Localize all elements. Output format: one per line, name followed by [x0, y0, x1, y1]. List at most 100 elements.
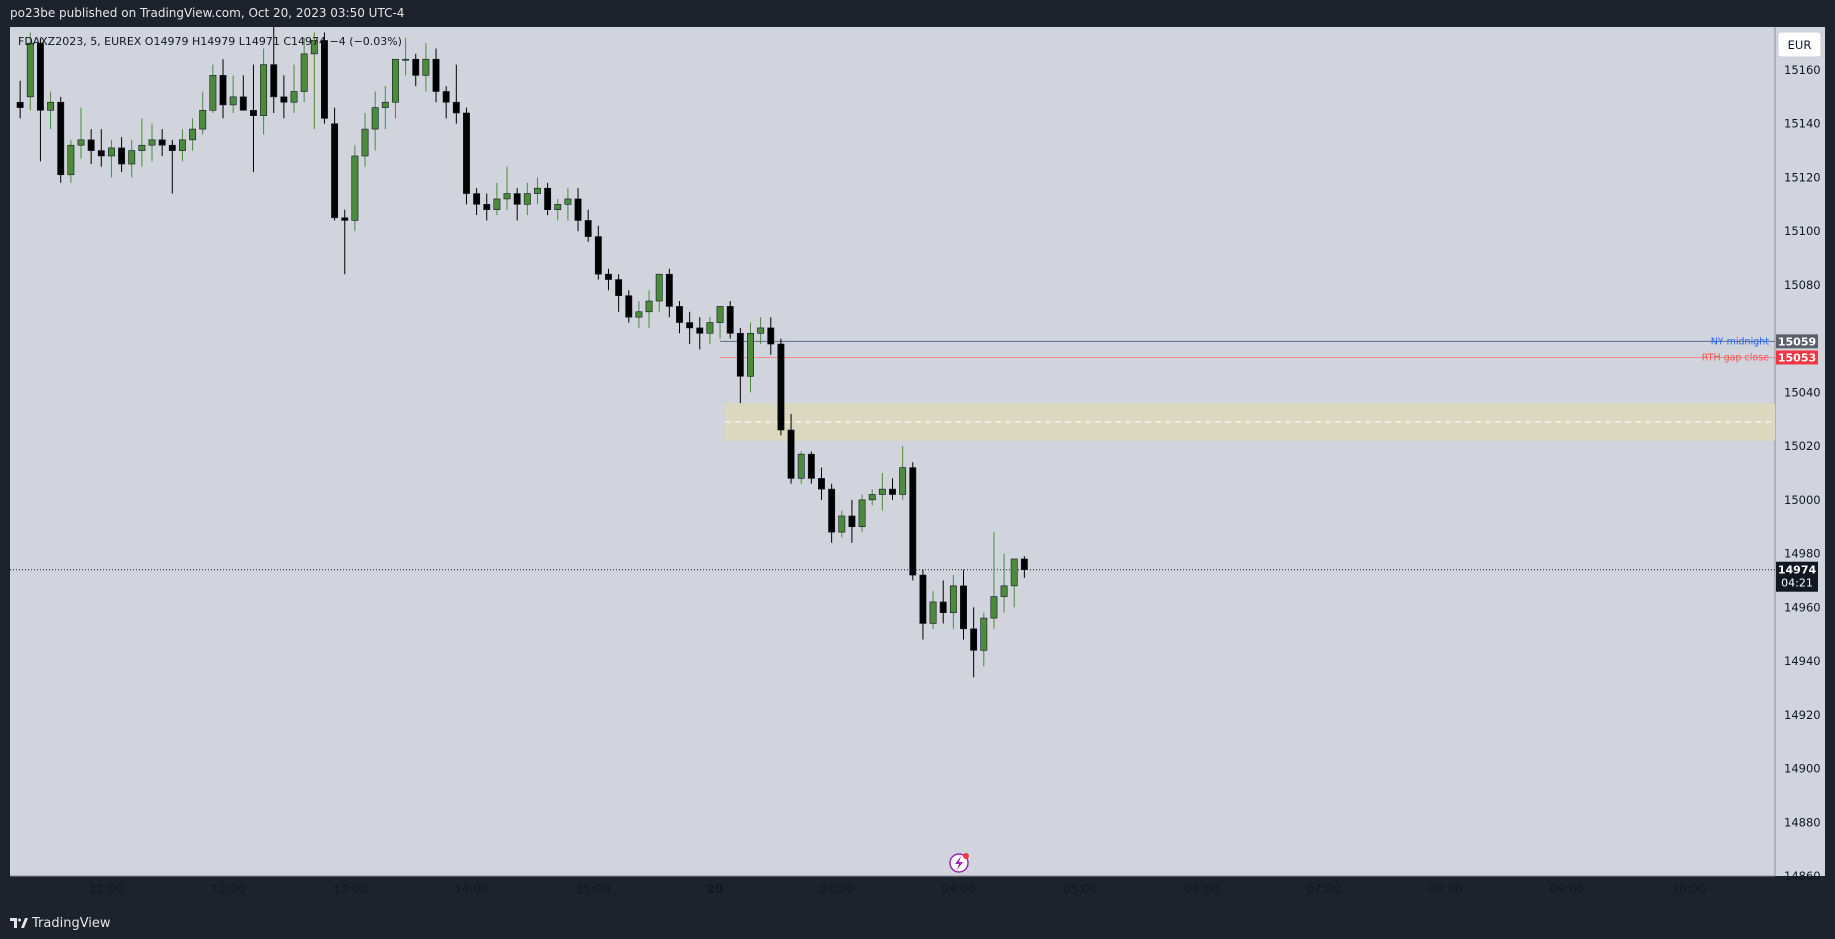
candle-51: [534, 177, 541, 205]
candle-44: [463, 107, 470, 205]
candle-68: [706, 317, 714, 345]
candle-body: [858, 499, 866, 528]
candle-body: [209, 75, 217, 111]
candle-body: [544, 187, 552, 210]
candle-16: [178, 129, 186, 162]
candle-body: [574, 198, 582, 221]
candle-body: [57, 101, 65, 176]
candle-body: [87, 139, 95, 151]
candle-74: [767, 317, 775, 355]
candle-10: [118, 137, 126, 173]
candle-body: [97, 150, 105, 157]
level-tag-1: [1776, 350, 1818, 365]
candle-body: [381, 101, 389, 108]
price-tick-2: 15120: [1784, 170, 1821, 184]
candle-body: [341, 217, 349, 221]
candle-46: [483, 193, 491, 221]
candle-1: [26, 32, 34, 111]
candle-body: [828, 488, 836, 533]
candle-95: [980, 612, 988, 667]
candle-body: [645, 300, 653, 313]
candle-body: [483, 204, 491, 210]
brand-name: TradingView: [32, 915, 111, 931]
candle-body: [158, 139, 166, 146]
candle-body: [605, 273, 612, 280]
candle-83: [858, 494, 866, 533]
candle-15: [168, 139, 176, 194]
price-tick-10: 14940: [1784, 654, 1821, 668]
candle-body: [787, 429, 795, 479]
price-tick-8: 14980: [1784, 547, 1821, 561]
candle-39: [412, 53, 420, 87]
candle-36: [381, 86, 389, 130]
candle-body: [361, 128, 369, 157]
candle-body: [442, 91, 450, 103]
candle-80: [828, 483, 836, 543]
price-tick-5: 15040: [1784, 385, 1821, 399]
time-tick-12: 09:00: [1550, 882, 1585, 896]
brand[interactable]: TradingView: [10, 916, 111, 931]
candle-body: [77, 139, 85, 146]
candle-body: [726, 306, 734, 334]
time-tick-9: 06:00: [1185, 882, 1220, 896]
candle-40: [422, 43, 430, 92]
candle-body: [949, 585, 957, 614]
price-tick-4: 15080: [1784, 278, 1821, 292]
candle-28: [300, 37, 308, 103]
candle-70: [726, 301, 734, 339]
candle-92: [949, 575, 957, 629]
currency-button[interactable]: EUR: [1777, 31, 1822, 58]
candle-body: [676, 306, 683, 323]
candle-41: [432, 48, 440, 103]
candle-body: [818, 478, 825, 490]
candle-body: [868, 494, 876, 501]
candle-body: [696, 327, 704, 334]
candle-body: [777, 343, 785, 431]
candle-body: [118, 147, 126, 165]
candle-53: [554, 198, 562, 221]
bar-countdown: 04:21: [1781, 577, 1813, 590]
candle-body: [878, 488, 886, 495]
candle-body: [523, 193, 531, 205]
candle-body: [767, 327, 775, 345]
candle-73: [757, 317, 765, 345]
candle-body: [422, 58, 430, 76]
candle-body: [970, 628, 978, 651]
candle-body: [554, 204, 562, 210]
candle-57: [594, 225, 602, 280]
candle-body: [189, 128, 197, 141]
candle-30: [321, 32, 328, 124]
candle-body: [178, 139, 186, 151]
candle-71: [736, 327, 744, 404]
candle-body: [473, 193, 481, 205]
candle-4: [57, 96, 65, 183]
candle-65: [676, 301, 683, 334]
candle-8: [97, 129, 105, 167]
candle-body: [686, 322, 694, 329]
time-tick-1: 12:00: [211, 882, 246, 896]
symbol-info-line: FDAXZ2023, 5, EUREX O14979 H14979 L14971…: [18, 35, 402, 48]
candle-78: [807, 451, 815, 484]
price-tick-14: 14860: [1784, 869, 1821, 883]
candle-body: [960, 585, 967, 630]
candle-body: [909, 467, 917, 576]
candle-9: [107, 139, 115, 178]
currency-label: EUR: [1788, 38, 1812, 52]
lightning-icon[interactable]: [949, 853, 969, 873]
candle-54: [564, 188, 572, 221]
candle-33: [351, 145, 359, 232]
candle-body: [706, 322, 714, 334]
candle-72: [747, 322, 754, 393]
level-label-1: RTH gap close: [1702, 352, 1769, 363]
candle-84: [868, 489, 876, 506]
candle-body: [402, 58, 410, 61]
candle-body: [919, 574, 927, 624]
candle-25: [270, 27, 278, 113]
candle-body: [452, 101, 460, 114]
candle-body: [270, 64, 278, 98]
candle-body: [513, 193, 521, 205]
candle-55: [574, 188, 582, 232]
candle-body: [16, 101, 24, 108]
